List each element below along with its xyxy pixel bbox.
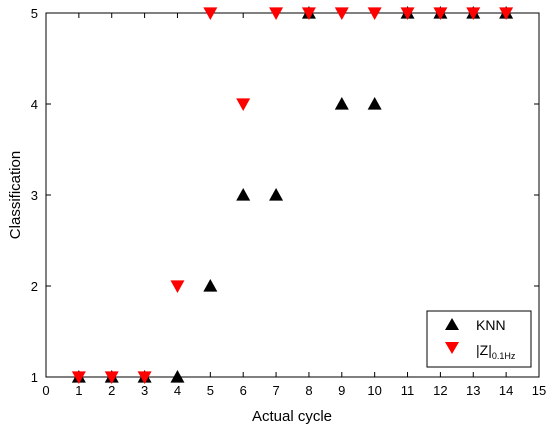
legend-label-z-subscript: 0.1Hz	[492, 351, 516, 361]
x-tick-label: 3	[141, 383, 148, 398]
x-tick-label: 12	[433, 383, 447, 398]
markers	[71, 6, 514, 384]
marker-z	[104, 371, 119, 384]
marker-z	[334, 7, 349, 21]
legend-label-knn: KNN	[476, 317, 506, 333]
x-tick-label: 9	[338, 383, 345, 398]
legend-label-z-main: |Z|	[476, 342, 492, 358]
y-tick-label: 3	[31, 188, 38, 203]
x-tick-label: 2	[108, 383, 115, 398]
y-tick-label: 5	[31, 6, 38, 21]
marker-z	[203, 7, 218, 21]
marker-z	[269, 7, 284, 21]
marker-z	[367, 7, 382, 21]
legend-marker-z	[445, 342, 459, 354]
marker-knn	[334, 97, 349, 110]
legend: KNN |Z|0.1Hz	[426, 310, 532, 368]
marker-z	[400, 7, 415, 21]
y-axis-title: Classification	[7, 151, 24, 239]
legend-box	[426, 310, 532, 368]
y-tick-label: 1	[31, 370, 38, 385]
marker-z	[137, 371, 152, 384]
marker-knn	[269, 188, 284, 201]
x-axis-title: Actual cycle	[252, 408, 332, 425]
y-tick-label: 2	[31, 279, 38, 294]
x-tick-label: 5	[207, 383, 214, 398]
x-tick-label: 0	[42, 383, 49, 398]
marker-knn	[203, 279, 218, 292]
marker-knn	[236, 188, 251, 201]
x-tick-label: 11	[401, 383, 415, 398]
marker-z	[236, 98, 251, 111]
x-tick-label: 13	[466, 383, 480, 398]
marker-z	[499, 7, 514, 21]
legend-label-z: |Z|0.1Hz	[476, 342, 516, 361]
y-tick-label: 4	[31, 97, 38, 112]
x-tick-label: 8	[305, 383, 312, 398]
x-tick-label: 10	[367, 383, 381, 398]
x-tick-label: 7	[272, 383, 279, 398]
marker-z	[466, 7, 481, 21]
legend-marker-knn	[445, 318, 459, 330]
marker-z	[301, 7, 316, 21]
marker-z	[433, 7, 448, 21]
marker-z	[71, 371, 86, 384]
marker-knn	[170, 370, 185, 383]
marker-z	[170, 280, 185, 293]
x-tick-label: 4	[174, 383, 181, 398]
x-tick-label: 6	[240, 383, 247, 398]
x-tick-label: 1	[75, 383, 82, 398]
x-tick-label: 14	[499, 383, 513, 398]
x-tick-label: 15	[532, 383, 546, 398]
marker-knn	[367, 97, 382, 110]
